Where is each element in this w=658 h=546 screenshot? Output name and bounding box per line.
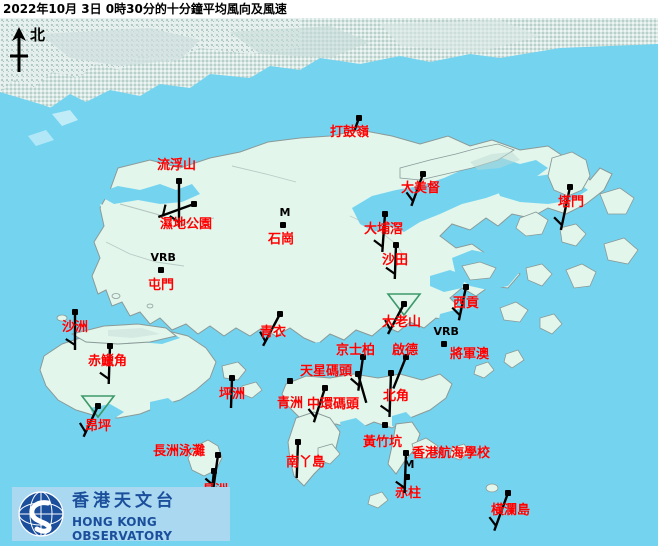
station-marker-dot — [72, 309, 78, 315]
wind-barb-icon — [356, 373, 368, 404]
station-label-tsing-yi: 青衣 — [260, 325, 287, 340]
station-label-ta-kwu-ling: 打鼓嶺 — [330, 125, 370, 140]
hko-logo: 香港天文台 HONG KONG OBSERVATORY — [12, 487, 230, 543]
station-label-tuen-mun: 屯門 — [148, 278, 175, 293]
logo-name-en: HONG KONG OBSERVATORY — [72, 515, 173, 543]
station-label-tai-po-kau: 大埔滘 — [364, 222, 404, 237]
station-flag-calm: M — [279, 206, 291, 219]
station-label-ngong-ping: 昂坪 — [85, 419, 112, 434]
station-marker-dot — [403, 354, 409, 360]
wind-barb-icon — [169, 181, 181, 227]
station-marker-dot — [229, 375, 235, 381]
station-marker-dot — [382, 211, 388, 217]
wind-barb-icon — [384, 303, 406, 335]
station-marker-dot — [404, 474, 410, 480]
station-label-sha-tin: 沙田 — [382, 253, 409, 268]
station-label-sha-chau: 沙洲 — [62, 320, 89, 335]
station-label-central-pier: 中環碼頭 — [307, 397, 360, 412]
station-label-sai-kung: 西貢 — [453, 296, 480, 311]
station-label-tate-s-cairn: 大老山 — [382, 315, 422, 330]
wind-barb-icon — [392, 356, 408, 389]
station-label-wetland-park: 濕地公園 — [160, 217, 213, 232]
station-label-tap-mun: 塔門 — [558, 195, 585, 210]
gust-triangle-icon — [386, 293, 422, 317]
wind-barb-icon — [373, 213, 387, 252]
station-marker-dot — [382, 422, 388, 428]
station-label-kings-park: 京士柏 — [336, 343, 376, 358]
station-marker-dot — [441, 341, 447, 347]
north-label: 北 — [30, 26, 46, 44]
wind-barb-icon — [553, 186, 572, 231]
wind-barb-icon — [259, 313, 282, 347]
wind-barb-icon — [451, 286, 468, 321]
wind-barb-icon — [65, 312, 77, 350]
station-label-hk-sea-school: 香港航海學校 — [412, 446, 491, 461]
gust-triangle-icon — [80, 395, 116, 419]
wind-barb-icon — [488, 492, 510, 532]
station-marker-dot — [360, 354, 366, 360]
station-marker-dot — [356, 115, 362, 121]
station-marker-dot — [355, 371, 361, 377]
station-marker-dot — [401, 301, 407, 307]
station-label-peng-chau: 坪洲 — [219, 387, 246, 402]
wind-barb-icon — [157, 202, 195, 219]
station-label-kai-tak: 啟德 — [392, 343, 419, 358]
station-flag-vrb: VRB — [433, 325, 459, 338]
station-label-cheung-chau-beach: 長洲泳灘 — [153, 444, 206, 459]
station-marker-dot — [388, 370, 394, 376]
station-marker-dot — [393, 242, 399, 248]
north-arrow-icon — [10, 27, 28, 72]
station-marker-dot — [191, 201, 197, 207]
station-marker-dot — [176, 178, 182, 184]
wind-barb-icon — [405, 173, 425, 207]
station-marker-dot — [107, 343, 113, 349]
station-marker-dot — [287, 378, 293, 384]
logo-name-zh: 香港天文台 — [72, 491, 177, 511]
station-label-lau-fau-shan: 流浮山 — [157, 158, 197, 173]
wind-barb-icon — [395, 452, 408, 494]
wind-barb-icon — [307, 387, 327, 423]
wind-barb-icon — [99, 345, 112, 385]
station-label-lamma-island: 南丫島 — [286, 455, 326, 470]
hko-emblem-icon — [18, 491, 64, 537]
station-marker-dot — [322, 385, 328, 391]
wind-barb-icon — [295, 441, 300, 479]
station-marker-dot — [277, 311, 283, 317]
station-label-north-point: 北角 — [383, 389, 410, 404]
station-flag-vrb: VRB — [150, 251, 176, 264]
station-label-stanley: 赤柱 — [395, 486, 422, 501]
station-label-wong-chuk-hang: 黃竹坑 — [363, 435, 403, 450]
station-label-waglan-island: 橫瀾島 — [491, 503, 531, 518]
station-flag-calm: M — [403, 458, 415, 471]
page-title: 2022年10月 3日 0時30分的十分鐘平均風向及風速 — [0, 0, 658, 18]
station-marker-dot — [295, 439, 301, 445]
station-marker-dot — [158, 267, 164, 273]
station-label-tai-mei-tuk: 大美督 — [401, 181, 441, 196]
station-marker-dot — [505, 490, 511, 496]
station-marker-dot — [420, 171, 426, 177]
station-marker-dot — [211, 468, 217, 474]
station-marker-dot — [463, 284, 469, 290]
station-marker-dot — [215, 452, 221, 458]
north-arrow: 北 — [4, 26, 60, 78]
station-label-chek-lap-kok: 赤鱲角 — [88, 354, 128, 369]
wind-barb-icon — [379, 372, 393, 418]
station-marker-dot — [403, 450, 409, 456]
station-marker-dot — [280, 222, 286, 228]
station-label-tseung-kwan-o: 將軍澳 — [450, 347, 490, 362]
station-label-green-island: 青洲 — [277, 396, 304, 411]
map-canvas[interactable]: 北 打鼓嶺流浮山濕地公園 M 石崗 大美督大埔滘沙田 塔門 VRB 屯門沙洲赤鱲角昂坪 大老山… — [0, 18, 658, 546]
station-marker-dot — [567, 184, 573, 190]
station-label-shek-kong: 石崗 — [268, 232, 295, 247]
station-marker-dot — [95, 403, 101, 409]
wind-barb-icon — [229, 377, 234, 409]
map-geography — [0, 18, 658, 546]
station-label-star-ferry: 天星碼頭 — [300, 364, 353, 379]
wind-barb-icon — [385, 244, 398, 280]
wind-barb-icon — [78, 405, 100, 438]
